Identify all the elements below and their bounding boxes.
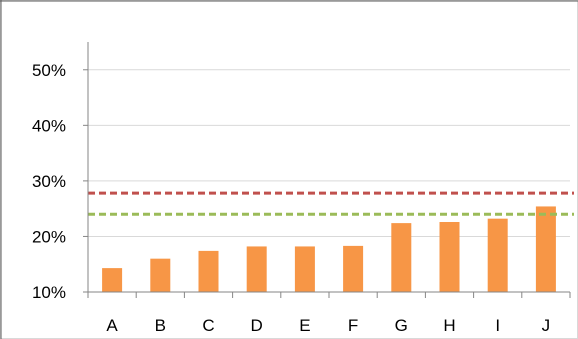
bar-series	[102, 206, 556, 292]
x-tick-label: H	[443, 316, 455, 335]
y-tick-label: 40%	[32, 116, 66, 135]
bar	[343, 245, 364, 292]
x-tick-label: A	[106, 316, 118, 335]
x-tick-label: C	[202, 316, 214, 335]
gridlines	[88, 69, 570, 237]
bar	[487, 218, 508, 292]
bar	[198, 250, 219, 292]
bar	[294, 246, 315, 292]
bar	[391, 223, 412, 292]
axes	[83, 42, 571, 298]
x-tick-label: E	[299, 316, 310, 335]
x-tick-label: G	[395, 316, 408, 335]
bar	[246, 246, 267, 292]
y-tick-label: 30%	[32, 172, 66, 191]
bar	[150, 258, 171, 292]
y-tick-label: 50%	[32, 61, 66, 80]
bar	[535, 206, 556, 292]
x-tick-label: J	[542, 316, 551, 335]
x-tick-label: D	[251, 316, 263, 335]
x-tick-label: F	[348, 316, 358, 335]
bar	[439, 222, 460, 292]
reference-lines	[88, 191, 574, 216]
y-tick-label: 20%	[32, 227, 66, 246]
tick-labels: 10% 20% 30% 40% 50% A B C D E F G H I J	[32, 61, 550, 335]
bar	[102, 268, 123, 292]
x-tick-label: B	[155, 316, 166, 335]
y-tick-label: 10%	[32, 283, 66, 302]
x-tick-label: I	[495, 316, 500, 335]
